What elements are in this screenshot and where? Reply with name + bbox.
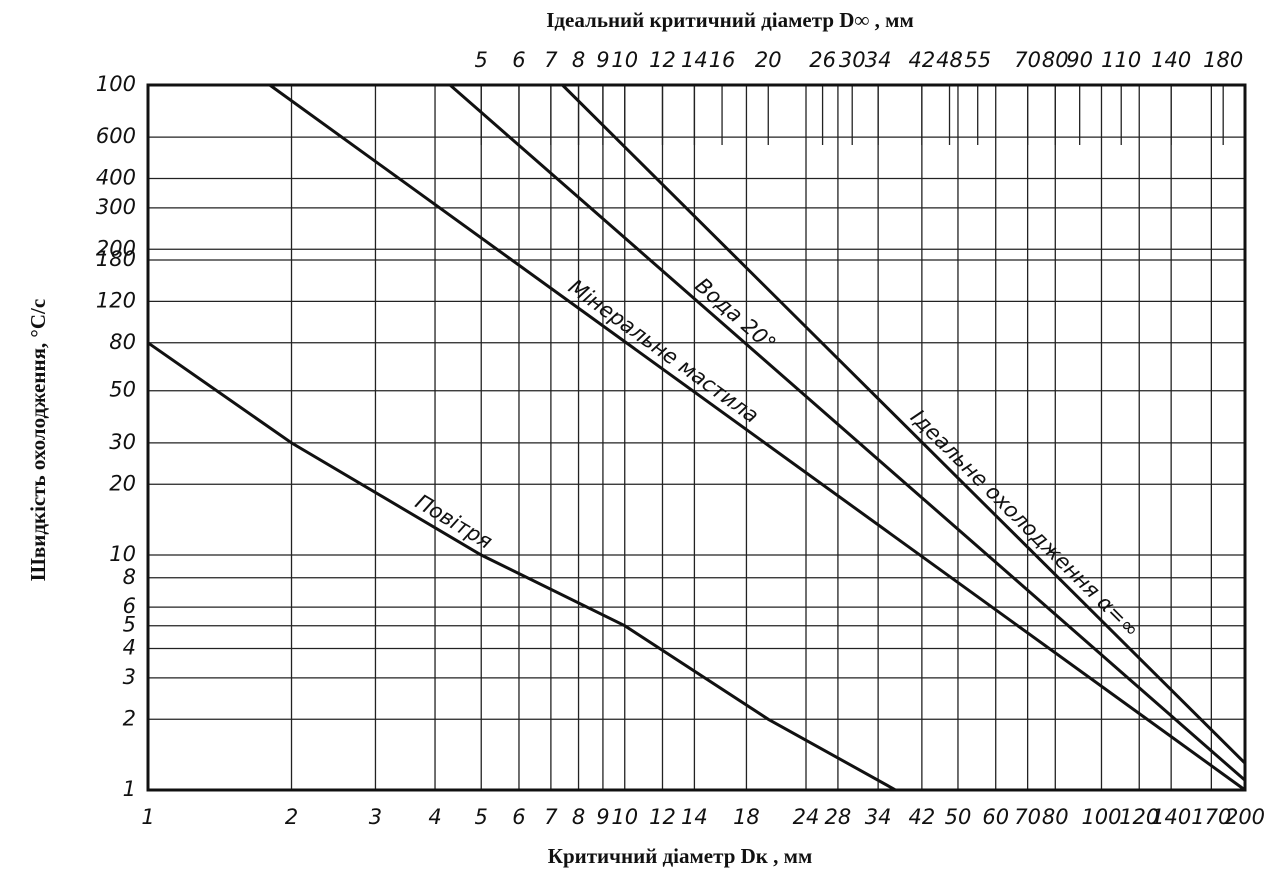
x2-tick-label: 55 — [964, 48, 991, 72]
x-axis-title: Критичний діаметр Dк , мм — [548, 844, 813, 868]
y-tick-label: 50 — [109, 378, 136, 402]
x-tick-label: 80 — [1042, 805, 1069, 829]
x-tick-label: 12 — [649, 805, 676, 829]
x2-tick-label: 80 — [1042, 48, 1069, 72]
x-tick-label: 5 — [475, 805, 488, 829]
x-tick-label: 6 — [512, 805, 525, 829]
y-tick-label: 120 — [96, 288, 136, 312]
y-tick-label: 4 — [123, 636, 136, 660]
y-tick-label: 6 — [123, 594, 136, 618]
x-tick-label: 60 — [982, 805, 1009, 829]
x-tick-label: 50 — [945, 805, 972, 829]
y-tick-label: 200 — [96, 236, 136, 260]
x-tick-label: 7 — [544, 805, 558, 829]
x-tick-label: 28 — [825, 805, 852, 829]
y-tick-label: 10 — [109, 542, 136, 566]
x2-tick-label: 5 — [475, 48, 488, 72]
x-tick-label: 8 — [572, 805, 585, 829]
plot-frame — [146, 83, 1247, 792]
x2-tick-label: 16 — [709, 48, 736, 72]
x2-tick-label: 8 — [572, 48, 585, 72]
x2-tick-label: 7 — [544, 48, 558, 72]
x2-tick-label: 26 — [809, 48, 836, 72]
y-tick-label: 300 — [96, 195, 136, 219]
x2-tick-label: 90 — [1066, 48, 1093, 72]
y-tick-label: 20 — [109, 471, 136, 495]
top-axis-title: Ідеальний критичний діаметр D∞ , мм — [546, 8, 914, 32]
line-series — [561, 83, 1247, 765]
y-tick-label: 5 — [123, 613, 136, 637]
y-tick-label: 80 — [109, 330, 136, 354]
y-tick-label: 400 — [96, 166, 136, 190]
x2-tick-label: 10 — [611, 48, 638, 72]
x-tick-label: 70 — [1014, 805, 1041, 829]
y-tick-label: 30 — [109, 430, 136, 454]
x-tick-label: 3 — [369, 805, 382, 829]
x2-tick-label: 12 — [649, 48, 676, 72]
x2-tick-label: 30 — [839, 48, 866, 72]
x-tick-label: 24 — [793, 805, 820, 829]
x2-tick-label: 34 — [865, 48, 892, 72]
line-series — [268, 83, 1246, 792]
x-tick-label: 2 — [285, 805, 298, 829]
x-tick-label: 1 — [141, 805, 154, 829]
x-tick-label: 170 — [1191, 805, 1231, 829]
x-tick-label: 200 — [1225, 805, 1265, 829]
x2-tick-label: 70 — [1014, 48, 1041, 72]
x-tick-label: 42 — [909, 805, 936, 829]
x-tick-label: 9 — [596, 805, 609, 829]
x2-tick-label: 140 — [1151, 48, 1191, 72]
y-tick-label: 3 — [123, 665, 136, 689]
x2-tick-label: 14 — [681, 48, 708, 72]
x2-tick-label: 6 — [512, 48, 525, 72]
x2-tick-label: 180 — [1203, 48, 1243, 72]
y-tick-label: 180 — [96, 247, 136, 271]
x2-tick-label: 110 — [1101, 48, 1141, 72]
x-tick-label: 4 — [428, 805, 441, 829]
x-tick-label: 14 — [681, 805, 708, 829]
y-axis-title: Швидкість охолодження, °C/c — [26, 299, 50, 581]
y-tick-label: 8 — [123, 565, 136, 589]
x2-tick-label: 48 — [936, 48, 963, 72]
x-tick-label: 100 — [1081, 805, 1121, 829]
x-tick-label: 140 — [1151, 805, 1191, 829]
x-tick-label: 120 — [1119, 805, 1159, 829]
x2-tick-label: 20 — [755, 48, 782, 72]
series-label: Ідеальне охолодження α=∞ — [906, 405, 1144, 642]
x2-tick-label: 9 — [596, 48, 609, 72]
y-tick-label: 2 — [123, 706, 136, 730]
x-tick-label: 18 — [733, 805, 760, 829]
line-series — [449, 83, 1246, 782]
y-tick-label: 100 — [96, 72, 136, 96]
y-tick-label: 600 — [96, 124, 136, 148]
y-tick-label: 1 — [123, 777, 136, 801]
x-tick-label: 10 — [611, 805, 638, 829]
x2-tick-label: 42 — [909, 48, 936, 72]
x-tick-label: 34 — [865, 805, 892, 829]
line-series — [147, 341, 897, 792]
series-label: Вода 20° — [690, 273, 780, 356]
